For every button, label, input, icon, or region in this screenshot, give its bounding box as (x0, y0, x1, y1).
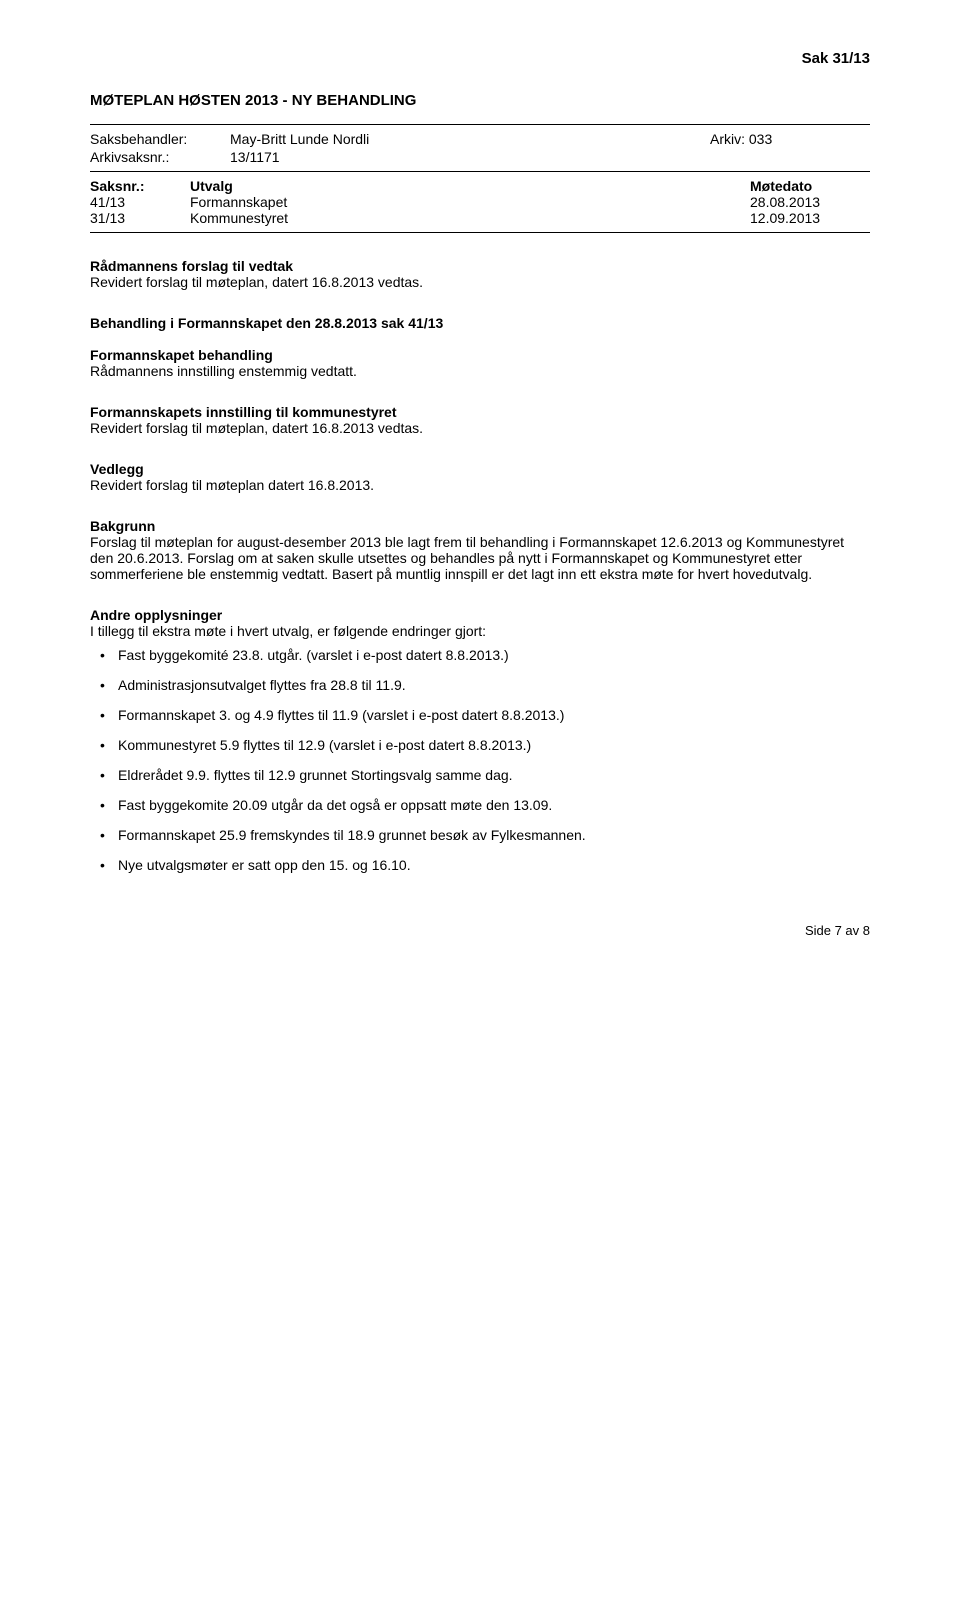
bullet-item: Formannskapet 3. og 4.9 flyttes til 11.9… (118, 707, 870, 723)
cell-saksnr: 31/13 (90, 210, 190, 226)
bullet-item: Fast byggekomite 20.09 utgår da det også… (118, 797, 870, 813)
forslag-title: Rådmannens forslag til vedtak (90, 258, 870, 274)
divider (90, 124, 870, 125)
andre-title: Andre opplysninger (90, 607, 870, 623)
handler-label: Saksbehandler: (90, 131, 230, 147)
cell-utvalg: Kommunestyret (190, 210, 750, 226)
bullet-item: Kommunestyret 5.9 flyttes til 12.9 (vars… (118, 737, 870, 753)
arkivsaksnr-value: 13/1171 (230, 149, 710, 165)
cell-date: 12.09.2013 (750, 210, 870, 226)
divider (90, 171, 870, 172)
cell-utvalg: Formannskapet (190, 194, 750, 210)
bakgrunn-body: Forslag til møteplan for august-desember… (90, 534, 870, 582)
vedlegg-title: Vedlegg (90, 461, 870, 477)
bullet-item: Nye utvalgsmøter er satt opp den 15. og … (118, 857, 870, 873)
case-table: Saksnr.: Utvalg Møtedato 41/13 Formannsk… (90, 178, 870, 226)
andre-intro: I tillegg til ekstra møte i hvert utvalg… (90, 623, 870, 639)
cell-date: 28.08.2013 (750, 194, 870, 210)
section-vedlegg: Vedlegg Revidert forslag til møteplan da… (90, 461, 870, 493)
divider (90, 232, 870, 233)
bullet-item: Administrasjonsutvalget flyttes fra 28.8… (118, 677, 870, 693)
behandling-body: Rådmannens innstilling enstemmig vedtatt… (90, 363, 870, 379)
page-case-ref: Sak 31/13 (90, 50, 870, 67)
section-bakgrunn: Bakgrunn Forslag til møteplan for august… (90, 518, 870, 582)
meta-block: Saksbehandler: May-Britt Lunde Nordli Ar… (90, 131, 870, 165)
meta-row-saksnr: Arkivsaksnr.: 13/1171 (90, 149, 870, 165)
innstilling-body: Revidert forslag til møteplan, datert 16… (90, 420, 870, 436)
bakgrunn-title: Bakgrunn (90, 518, 870, 534)
vedlegg-body: Revidert forslag til møteplan datert 16.… (90, 477, 870, 493)
section-andre: Andre opplysninger I tillegg til ekstra … (90, 607, 870, 873)
innstilling-title: Formannskapets innstilling til kommunest… (90, 404, 870, 420)
document-title: MØTEPLAN HØSTEN 2013 - NY BEHANDLING (90, 92, 870, 109)
bullet-item: Fast byggekomité 23.8. utgår. (varslet i… (118, 647, 870, 663)
cell-saksnr: 41/13 (90, 194, 190, 210)
arkivsaksnr-label: Arkivsaksnr.: (90, 149, 230, 165)
meta-spacer (710, 149, 870, 165)
bullet-item: Formannskapet 25.9 fremskyndes til 18.9 … (118, 827, 870, 843)
case-row: 31/13 Kommunestyret 12.09.2013 (90, 210, 870, 226)
case-row: 41/13 Formannskapet 28.08.2013 (90, 194, 870, 210)
forslag-body: Revidert forslag til møteplan, datert 16… (90, 274, 870, 290)
section-behandling: Behandling i Formannskapet den 28.8.2013… (90, 315, 870, 379)
col-header-date: Møtedato (750, 178, 870, 194)
section-forslag: Rådmannens forslag til vedtak Revidert f… (90, 258, 870, 290)
arkiv-label: Arkiv: 033 (710, 131, 870, 147)
bullet-item: Eldrerådet 9.9. flyttes til 12.9 grunnet… (118, 767, 870, 783)
handler-value: May-Britt Lunde Nordli (230, 131, 710, 147)
behandling-title: Behandling i Formannskapet den 28.8.2013… (90, 315, 870, 331)
andre-bullets: Fast byggekomité 23.8. utgår. (varslet i… (90, 647, 870, 873)
behandling-subtitle: Formannskapet behandling (90, 347, 870, 363)
section-innstilling: Formannskapets innstilling til kommunest… (90, 404, 870, 436)
case-table-header: Saksnr.: Utvalg Møtedato (90, 178, 870, 194)
col-header-utvalg: Utvalg (190, 178, 750, 194)
page-footer: Side 7 av 8 (90, 923, 870, 938)
col-header-saksnr: Saksnr.: (90, 178, 190, 194)
meta-row-handler: Saksbehandler: May-Britt Lunde Nordli Ar… (90, 131, 870, 147)
